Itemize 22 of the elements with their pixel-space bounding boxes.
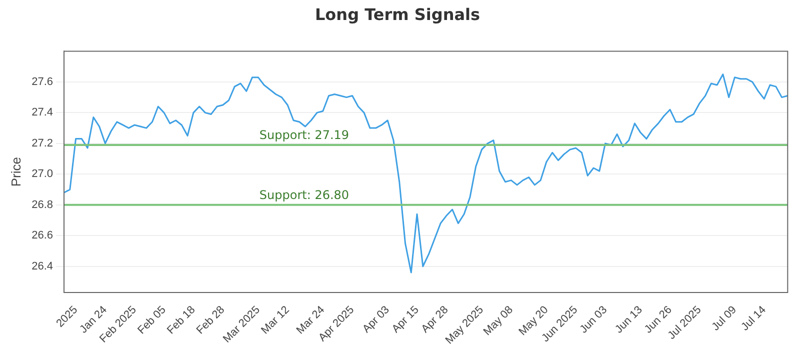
y-tick-label: 27.6 <box>32 76 54 88</box>
y-tick-label: 27.2 <box>32 137 54 150</box>
y-tick-label: 26.4 <box>32 260 54 272</box>
ref-line-label: Support: 26.80 <box>259 188 350 202</box>
x-tick-label: Feb 05 <box>136 304 168 337</box>
y-tick-label: 27.0 <box>32 168 54 180</box>
ref-line-label: Support: 27.19 <box>259 128 350 142</box>
x-tick-label: Jul 09 <box>710 304 739 334</box>
x-tick-label: Jun 03 <box>578 304 610 336</box>
y-tick-label: 26.8 <box>32 198 54 211</box>
x-tick-label: Apr 28 <box>419 304 451 336</box>
x-tick-label: Apr 15 <box>390 304 422 336</box>
y-tick-label: 26.6 <box>32 230 54 242</box>
x-tick-label: Jun 13 <box>613 304 645 336</box>
x-tick-label: Mar 12 <box>259 304 292 337</box>
y-tick-label: 27.4 <box>32 106 54 119</box>
x-tick-label: May 08 <box>481 304 516 338</box>
y-axis-title: Price <box>8 157 24 187</box>
chart-title: Long Term Signals <box>314 4 480 24</box>
x-tick-label: Apr 03 <box>360 304 392 336</box>
x-tick-label: Feb 28 <box>194 304 228 337</box>
x-tick-label: Jul 14 <box>739 304 768 334</box>
